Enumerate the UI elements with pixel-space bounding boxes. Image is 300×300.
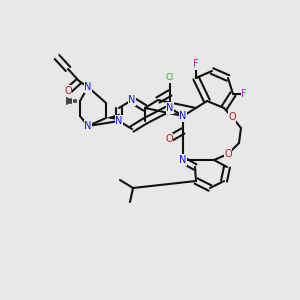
Text: N: N xyxy=(166,103,174,113)
Text: O: O xyxy=(165,134,173,144)
Text: O: O xyxy=(224,149,232,159)
Text: Cl: Cl xyxy=(166,74,174,82)
Text: O: O xyxy=(228,112,236,122)
Polygon shape xyxy=(106,113,120,121)
Text: O: O xyxy=(64,86,72,96)
Text: N: N xyxy=(128,95,136,105)
Text: N: N xyxy=(84,82,92,92)
Text: N: N xyxy=(179,155,187,165)
Text: N: N xyxy=(84,121,92,131)
Text: F: F xyxy=(193,59,199,69)
Text: N: N xyxy=(179,111,187,121)
Text: N: N xyxy=(115,116,123,126)
Text: F: F xyxy=(241,89,247,99)
